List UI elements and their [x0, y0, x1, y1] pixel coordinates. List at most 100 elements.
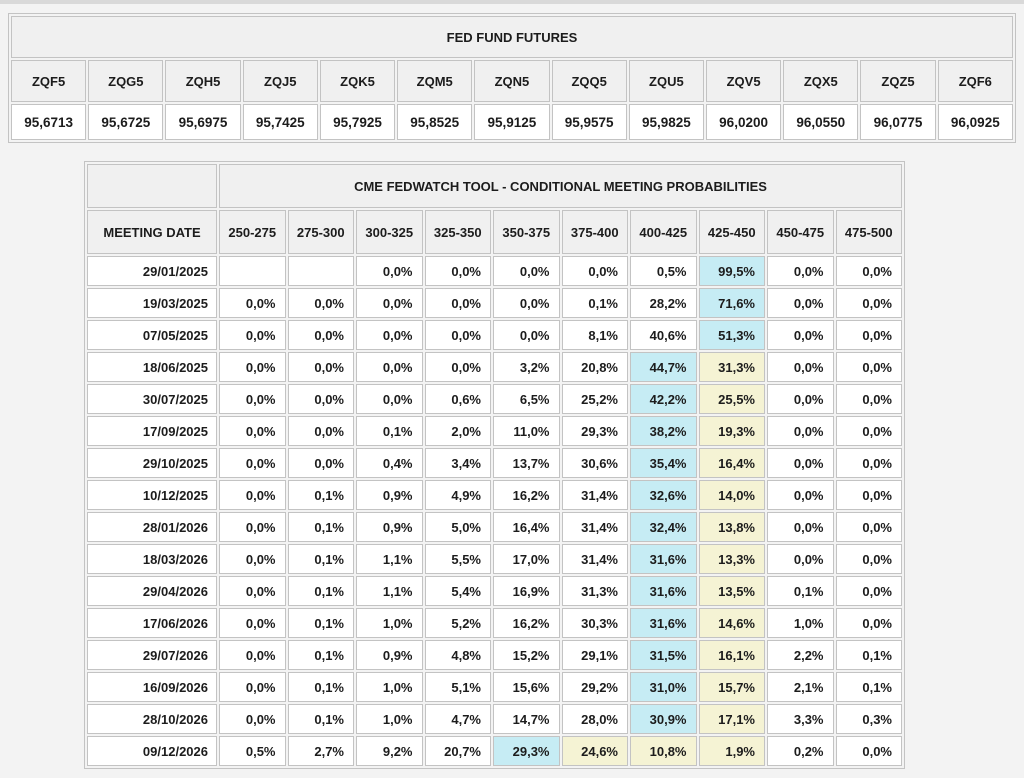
fedwatch-table-title: CME FEDWATCH TOOL - CONDITIONAL MEETING … [219, 164, 902, 208]
probability-cell: 0,0% [835, 416, 902, 446]
meeting-row: 18/06/2025 0,0% 0,0% 0,0% 0,0% 3,2% 20,8% 44,7%… [87, 352, 902, 382]
probability-cell: 20,7% [424, 736, 491, 766]
probability-cell: 30,9% [630, 704, 697, 734]
probability-cell: 29,2% [561, 672, 628, 702]
probability-cell: 0,1% [287, 640, 354, 670]
probability-cell: 0,1% [835, 672, 902, 702]
probability-cell: 0,6% [424, 384, 491, 414]
probability-cell: 0,1% [287, 576, 354, 606]
probability-cell: 14,7% [493, 704, 560, 734]
meeting-row: 09/12/2026 0,5% 2,7% 9,2% 20,7% 29,3% 24,6% 10,… [87, 736, 902, 766]
probability-cell: 35,4% [630, 448, 697, 478]
futures-quote-value: 95,8525 [397, 104, 473, 140]
probability-cell: 24,6% [561, 736, 628, 766]
meeting-row: 30/07/2025 0,0% 0,0% 0,0% 0,6% 6,5% 25,2% 42,2%… [87, 384, 902, 414]
probability-cell: 0,0% [287, 352, 354, 382]
probability-cell: 0,0% [219, 512, 286, 542]
probability-cell: 15,6% [493, 672, 560, 702]
futures-quote-value: 96,0550 [783, 104, 859, 140]
meeting-row: 19/03/2025 0,0% 0,0% 0,0% 0,0% 0,0% 0,1% 28,2% 7… [87, 288, 902, 318]
probability-cell: 31,3% [561, 576, 628, 606]
meeting-row: 17/06/2026 0,0% 0,1% 1,0% 5,2% 16,2% 30,3% 31,6… [87, 608, 902, 638]
probability-cell: 0,0% [287, 416, 354, 446]
meeting-date: 29/07/2026 [87, 640, 217, 670]
meeting-row: 29/07/2026 0,0% 0,1% 0,9% 4,8% 15,2% 29,1% 31,5… [87, 640, 902, 670]
probability-cell: 0,0% [287, 320, 354, 350]
meeting-row: 07/05/2025 0,0% 0,0% 0,0% 0,0% 0,0% 8,1% 40,6% 5… [87, 320, 902, 350]
probability-cell: 5,0% [424, 512, 491, 542]
probability-cell: 32,4% [630, 512, 697, 542]
probability-cell: 0,1% [356, 416, 423, 446]
probability-cell: 0,1% [287, 672, 354, 702]
probability-cell: 1,0% [356, 608, 423, 638]
probability-cell: 0,1% [287, 512, 354, 542]
probability-cell: 0,5% [630, 256, 697, 286]
probability-cell: 0,1% [561, 288, 628, 318]
probability-cell: 0,0% [356, 384, 423, 414]
futures-contract-header: ZQV5 [705, 60, 782, 102]
meeting-date: 18/03/2026 [87, 544, 217, 574]
probability-cell: 17,1% [698, 704, 765, 734]
meeting-row: 29/10/2025 0,0% 0,0% 0,4% 3,4% 13,7% 30,6% 35,4… [87, 448, 902, 478]
meeting-date: 16/09/2026 [87, 672, 217, 702]
probability-cell: 0,0% [835, 288, 902, 318]
meeting-date: 28/01/2026 [87, 512, 217, 542]
probability-cell: 31,6% [630, 544, 697, 574]
probability-cell: 31,4% [561, 544, 628, 574]
probability-cell: 0,0% [219, 384, 286, 414]
meeting-row: 28/10/2026 0,0% 0,1% 1,0% 4,7% 14,7% 28,0% 30,9… [87, 704, 902, 734]
probability-cell: 16,9% [493, 576, 560, 606]
probability-cell: 0,0% [835, 256, 902, 286]
probability-cell: 0,0% [219, 544, 286, 574]
probability-cell: 0,1% [287, 480, 354, 510]
probability-cell: 2,2% [767, 640, 834, 670]
probability-cell: 5,4% [424, 576, 491, 606]
probability-cell: 29,3% [561, 416, 628, 446]
probability-cell: 0,0% [356, 256, 423, 286]
probability-cell: 20,8% [561, 352, 628, 382]
probability-cell: 38,2% [630, 416, 697, 446]
probability-cell: 30,3% [561, 608, 628, 638]
probability-cell: 16,1% [698, 640, 765, 670]
futures-quote-value: 95,7425 [242, 104, 318, 140]
probability-cell: 29,3% [493, 736, 560, 766]
probability-cell: 0,0% [219, 448, 286, 478]
probability-cell: 30,6% [561, 448, 628, 478]
futures-value-row: 95,6713 95,6725 95,6975 95,7425 95,7925 95,85… [11, 104, 1013, 140]
futures-table-title: FED FUND FUTURES [11, 16, 1013, 58]
probability-cell: 0,0% [219, 480, 286, 510]
probability-cell: 5,2% [424, 608, 491, 638]
fedwatch-probabilities-table: CME FEDWATCH TOOL - CONDITIONAL MEETING … [84, 161, 905, 769]
probability-cell: 3,4% [424, 448, 491, 478]
probability-cell: 0,0% [424, 256, 491, 286]
probability-cell: 9,2% [356, 736, 423, 766]
probability-cell: 31,6% [630, 576, 697, 606]
probability-cell: 0,0% [287, 384, 354, 414]
probability-cell: 0,0% [219, 608, 286, 638]
meeting-date: 19/03/2025 [87, 288, 217, 318]
rate-range-header: 375-400 [561, 210, 628, 254]
meeting-date: 29/10/2025 [87, 448, 217, 478]
probability-cell: 1,0% [767, 608, 834, 638]
rate-range-header: 300-325 [356, 210, 423, 254]
meeting-date: 29/04/2026 [87, 576, 217, 606]
fedwatch-header-row: MEETING DATE 250-275 275-300 300-325 325-35… [87, 210, 902, 254]
probability-cell: 0,0% [767, 544, 834, 574]
probability-cell: 31,4% [561, 480, 628, 510]
probability-cell: 0,0% [219, 416, 286, 446]
futures-quote-value: 95,6713 [11, 104, 87, 140]
probability-cell: 32,6% [630, 480, 697, 510]
probability-cell: 0,9% [356, 480, 423, 510]
probability-cell: 16,2% [493, 480, 560, 510]
probability-cell: 31,0% [630, 672, 697, 702]
meeting-date: 07/05/2025 [87, 320, 217, 350]
futures-contract-header: ZQX5 [783, 60, 859, 102]
probability-cell: 0,0% [424, 320, 491, 350]
futures-quote-value: 95,9575 [551, 104, 627, 140]
meeting-date: 17/09/2025 [87, 416, 217, 446]
probability-cell: 0,0% [835, 320, 902, 350]
futures-contract-header: ZQU5 [628, 60, 704, 102]
probability-cell: 0,1% [767, 576, 834, 606]
probability-cell: 17,0% [493, 544, 560, 574]
probability-cell: 15,2% [493, 640, 560, 670]
